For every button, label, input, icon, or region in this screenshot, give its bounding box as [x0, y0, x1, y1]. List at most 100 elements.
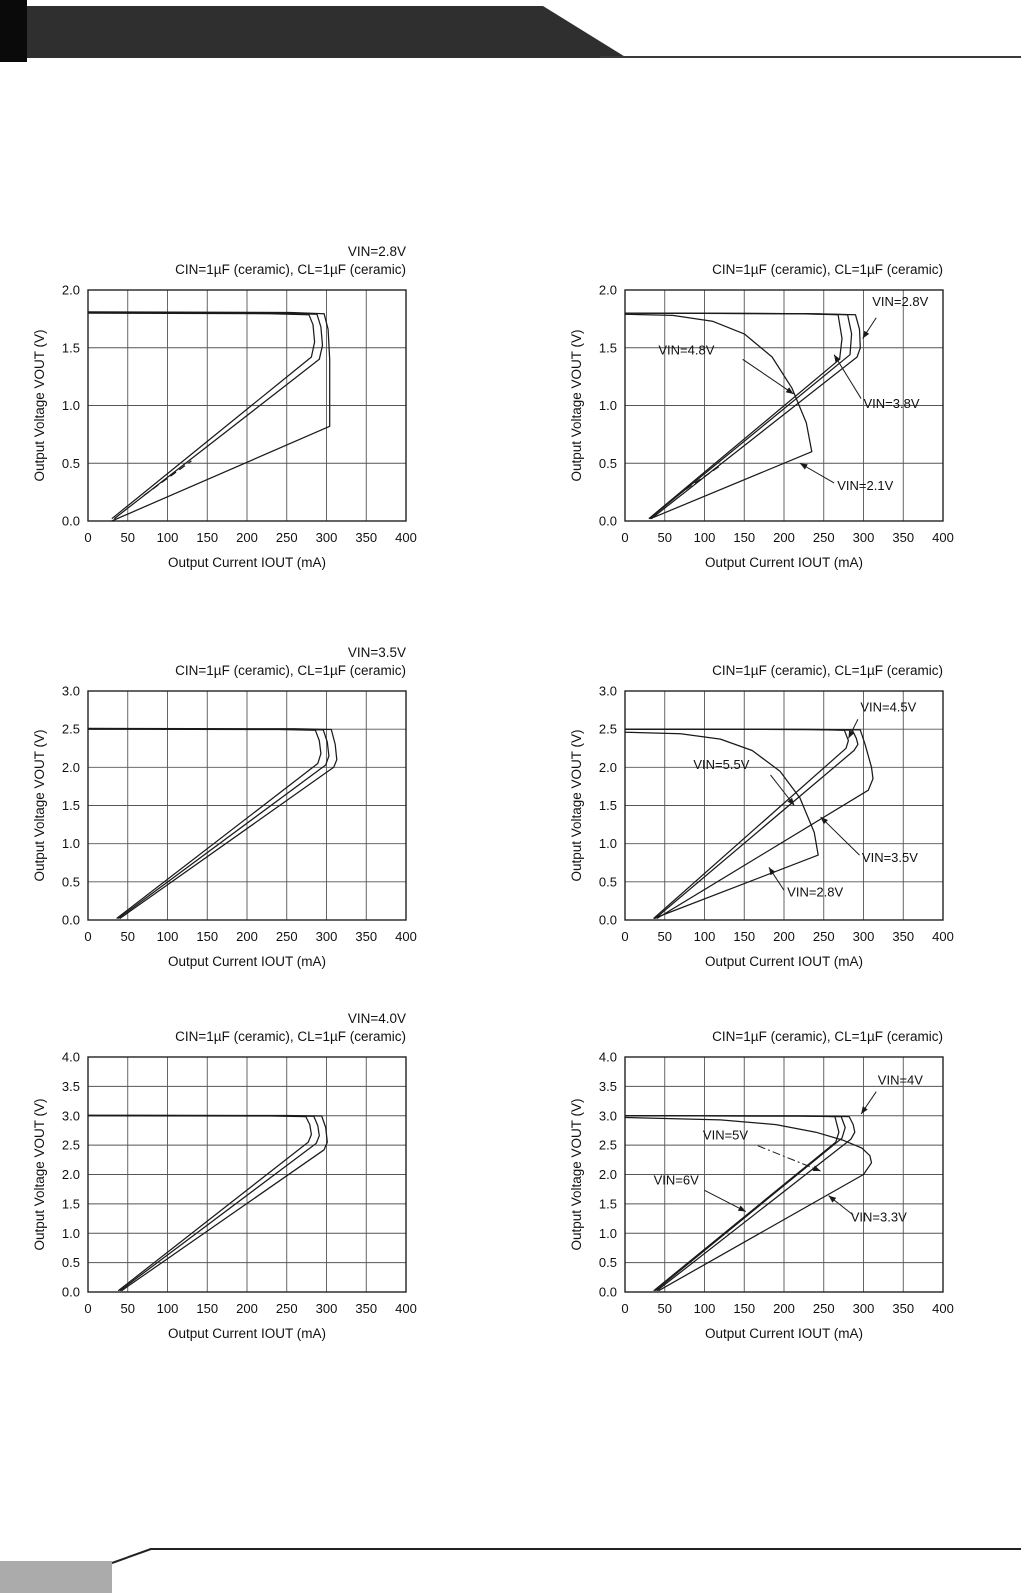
svg-text:3.5: 3.5 [62, 1079, 80, 1094]
svg-text:200: 200 [236, 530, 258, 545]
chart-5-conditions-title: CIN=1µF (ceramic), CL=1µF (ceramic) [175, 1029, 406, 1044]
svg-text:1.5: 1.5 [599, 340, 617, 355]
svg-text:Output Voltage VOUT (V): Output Voltage VOUT (V) [32, 1098, 47, 1250]
svg-text:100: 100 [157, 929, 179, 944]
svg-text:3.0: 3.0 [62, 1108, 80, 1123]
svg-text:200: 200 [773, 1301, 795, 1316]
chart-2-conditions-title: CIN=1µF (ceramic), CL=1µF (ceramic) [712, 262, 943, 277]
svg-text:0: 0 [84, 929, 91, 944]
svg-text:0.0: 0.0 [62, 913, 80, 928]
svg-text:VIN=3.5V: VIN=3.5V [862, 850, 918, 865]
svg-text:50: 50 [658, 1301, 672, 1316]
svg-text:0.5: 0.5 [599, 456, 617, 471]
svg-text:50: 50 [121, 1301, 135, 1316]
header-band [27, 6, 627, 58]
svg-text:VIN=5.5V: VIN=5.5V [693, 757, 749, 772]
svg-text:VIN=2.8V: VIN=2.8V [787, 884, 843, 899]
svg-text:0: 0 [84, 1301, 91, 1316]
svg-text:VIN=5V: VIN=5V [703, 1127, 748, 1142]
svg-text:2.0: 2.0 [599, 1167, 617, 1182]
svg-text:300: 300 [316, 530, 338, 545]
svg-text:VIN=4.8V: VIN=4.8V [658, 343, 714, 358]
svg-text:2.0: 2.0 [599, 760, 617, 775]
chart-5-plot: 0 50 100 150 200 250 300 350 400 0.0 0.5 1.0 1.5 2.0 2… [32, 1050, 417, 1342]
svg-text:150: 150 [196, 929, 218, 944]
svg-text:VIN=4.5V: VIN=4.5V [860, 700, 916, 715]
svg-text:0.5: 0.5 [62, 1255, 80, 1270]
svg-text:400: 400 [932, 1301, 954, 1316]
svg-text:2.0: 2.0 [62, 283, 80, 298]
svg-text:0: 0 [621, 929, 628, 944]
svg-text:350: 350 [355, 530, 377, 545]
svg-text:350: 350 [355, 1301, 377, 1316]
svg-text:1.0: 1.0 [599, 398, 617, 413]
svg-text:50: 50 [121, 530, 135, 545]
svg-text:1.5: 1.5 [599, 798, 617, 813]
footer-block [0, 1561, 112, 1593]
svg-text:1.0: 1.0 [62, 836, 80, 851]
svg-text:250: 250 [276, 530, 298, 545]
svg-text:3.0: 3.0 [599, 1108, 617, 1123]
svg-text:2.5: 2.5 [599, 1138, 617, 1153]
svg-text:VIN=6V: VIN=6V [654, 1172, 699, 1187]
svg-text:100: 100 [694, 1301, 716, 1316]
svg-text:1.5: 1.5 [62, 798, 80, 813]
svg-text:0: 0 [621, 530, 628, 545]
svg-text:0.0: 0.0 [62, 1285, 80, 1300]
svg-text:150: 150 [196, 1301, 218, 1316]
svg-text:0.0: 0.0 [599, 514, 617, 529]
svg-text:0: 0 [621, 1301, 628, 1316]
chart-6-plot: 0 50 100 150 200 250 300 350 400 0.0 0.5 1.0 1.5 2.0 2… [569, 1050, 954, 1342]
svg-text:3.5: 3.5 [599, 1079, 617, 1094]
svg-text:300: 300 [853, 929, 875, 944]
svg-text:2.5: 2.5 [62, 1138, 80, 1153]
svg-text:250: 250 [813, 530, 835, 545]
svg-text:100: 100 [157, 530, 179, 545]
svg-text:1.0: 1.0 [62, 398, 80, 413]
svg-text:0.0: 0.0 [599, 1285, 617, 1300]
svg-text:350: 350 [355, 929, 377, 944]
svg-text:VIN=3.3V: VIN=3.3V [851, 1210, 907, 1225]
svg-text:Output Voltage VOUT (V): Output Voltage VOUT (V) [32, 729, 47, 881]
svg-text:300: 300 [316, 1301, 338, 1316]
svg-text:50: 50 [658, 530, 672, 545]
svg-text:Output Voltage VOUT (V): Output Voltage VOUT (V) [569, 329, 584, 481]
svg-text:VIN=4V: VIN=4V [878, 1073, 923, 1088]
svg-text:3.0: 3.0 [599, 684, 617, 699]
svg-text:0.5: 0.5 [62, 874, 80, 889]
svg-text:Output Current IOUT (mA): Output Current IOUT (mA) [168, 555, 326, 570]
chart-3-plot: 0 50 100 150 200 250 300 350 400 0.0 0.5 1.0 1.5 2.0 2… [32, 684, 417, 970]
header-rule [600, 56, 1021, 58]
svg-text:400: 400 [395, 530, 417, 545]
svg-text:VIN=2.8V: VIN=2.8V [872, 294, 928, 309]
svg-text:200: 200 [236, 1301, 258, 1316]
header-corner-block [0, 0, 27, 62]
svg-text:100: 100 [694, 929, 716, 944]
svg-text:350: 350 [892, 530, 914, 545]
svg-text:150: 150 [733, 929, 755, 944]
svg-text:400: 400 [395, 929, 417, 944]
svg-text:Output Current IOUT (mA): Output Current IOUT (mA) [705, 555, 863, 570]
svg-text:Output Voltage VOUT (V): Output Voltage VOUT (V) [32, 329, 47, 481]
svg-text:50: 50 [121, 929, 135, 944]
chart-1-vin-title: VIN=2.8V [347, 244, 406, 259]
svg-text:0.5: 0.5 [599, 874, 617, 889]
svg-text:0.0: 0.0 [599, 913, 617, 928]
svg-text:VIN=3.8V: VIN=3.8V [864, 396, 920, 411]
svg-text:2.0: 2.0 [599, 283, 617, 298]
svg-text:250: 250 [276, 1301, 298, 1316]
chart-5-vin-title: VIN=4.0V [347, 1011, 406, 1026]
svg-text:350: 350 [892, 929, 914, 944]
svg-text:250: 250 [813, 1301, 835, 1316]
svg-text:3.0: 3.0 [62, 684, 80, 699]
svg-text:2.5: 2.5 [599, 722, 617, 737]
chart-3-conditions-title: CIN=1µF (ceramic), CL=1µF (ceramic) [175, 663, 406, 678]
svg-text:2.0: 2.0 [62, 760, 80, 775]
svg-text:200: 200 [773, 530, 795, 545]
svg-text:150: 150 [733, 530, 755, 545]
svg-text:0: 0 [84, 530, 91, 545]
svg-text:2.0: 2.0 [62, 1167, 80, 1182]
svg-text:150: 150 [733, 1301, 755, 1316]
svg-text:4.0: 4.0 [599, 1050, 617, 1065]
svg-text:0.5: 0.5 [62, 456, 80, 471]
